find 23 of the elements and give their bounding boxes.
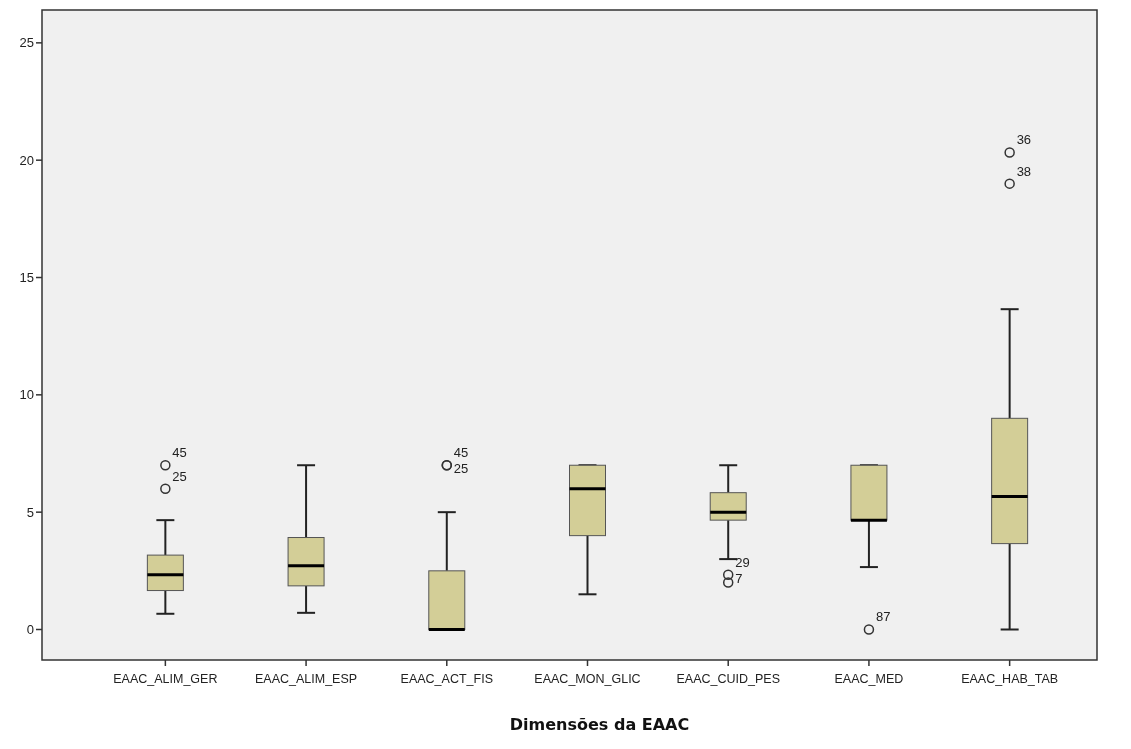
y-tick-label: 5: [26, 504, 34, 520]
x-tick-label: EAAC_ALIM_ESP: [255, 672, 358, 686]
x-tick-label: EAAC_MON_GLIC: [534, 672, 641, 686]
annotation: 38: [1016, 163, 1032, 179]
y-tick-label: 20: [19, 152, 34, 168]
annotation: 25: [453, 461, 469, 477]
y-tick-label: 25: [19, 35, 34, 51]
x-tick-label: EAAC_CUID_PES: [676, 672, 780, 686]
x-tick-label: EAAC_ALIM_GER: [113, 672, 218, 686]
y-tick-label: 15: [19, 270, 34, 286]
annotation: 36: [1016, 132, 1032, 148]
y-tick-label: 0: [26, 622, 34, 638]
annotation: 25: [172, 468, 187, 484]
x-tick-label: EAAC_HAB_TAB: [961, 672, 1059, 686]
y-tick-label: 10: [19, 387, 34, 403]
annotation: 7: [735, 570, 743, 586]
annotation: 29: [735, 554, 750, 570]
annotation: 45: [453, 445, 469, 461]
x-tick-label: EAAC_MED: [834, 672, 904, 686]
x-axis-title: Dimensões da EAAC: [509, 715, 690, 734]
annotation: 87: [875, 609, 891, 625]
x-tick-label: EAAC_ACT_FIS: [400, 672, 493, 686]
annotation: 45: [172, 445, 187, 461]
